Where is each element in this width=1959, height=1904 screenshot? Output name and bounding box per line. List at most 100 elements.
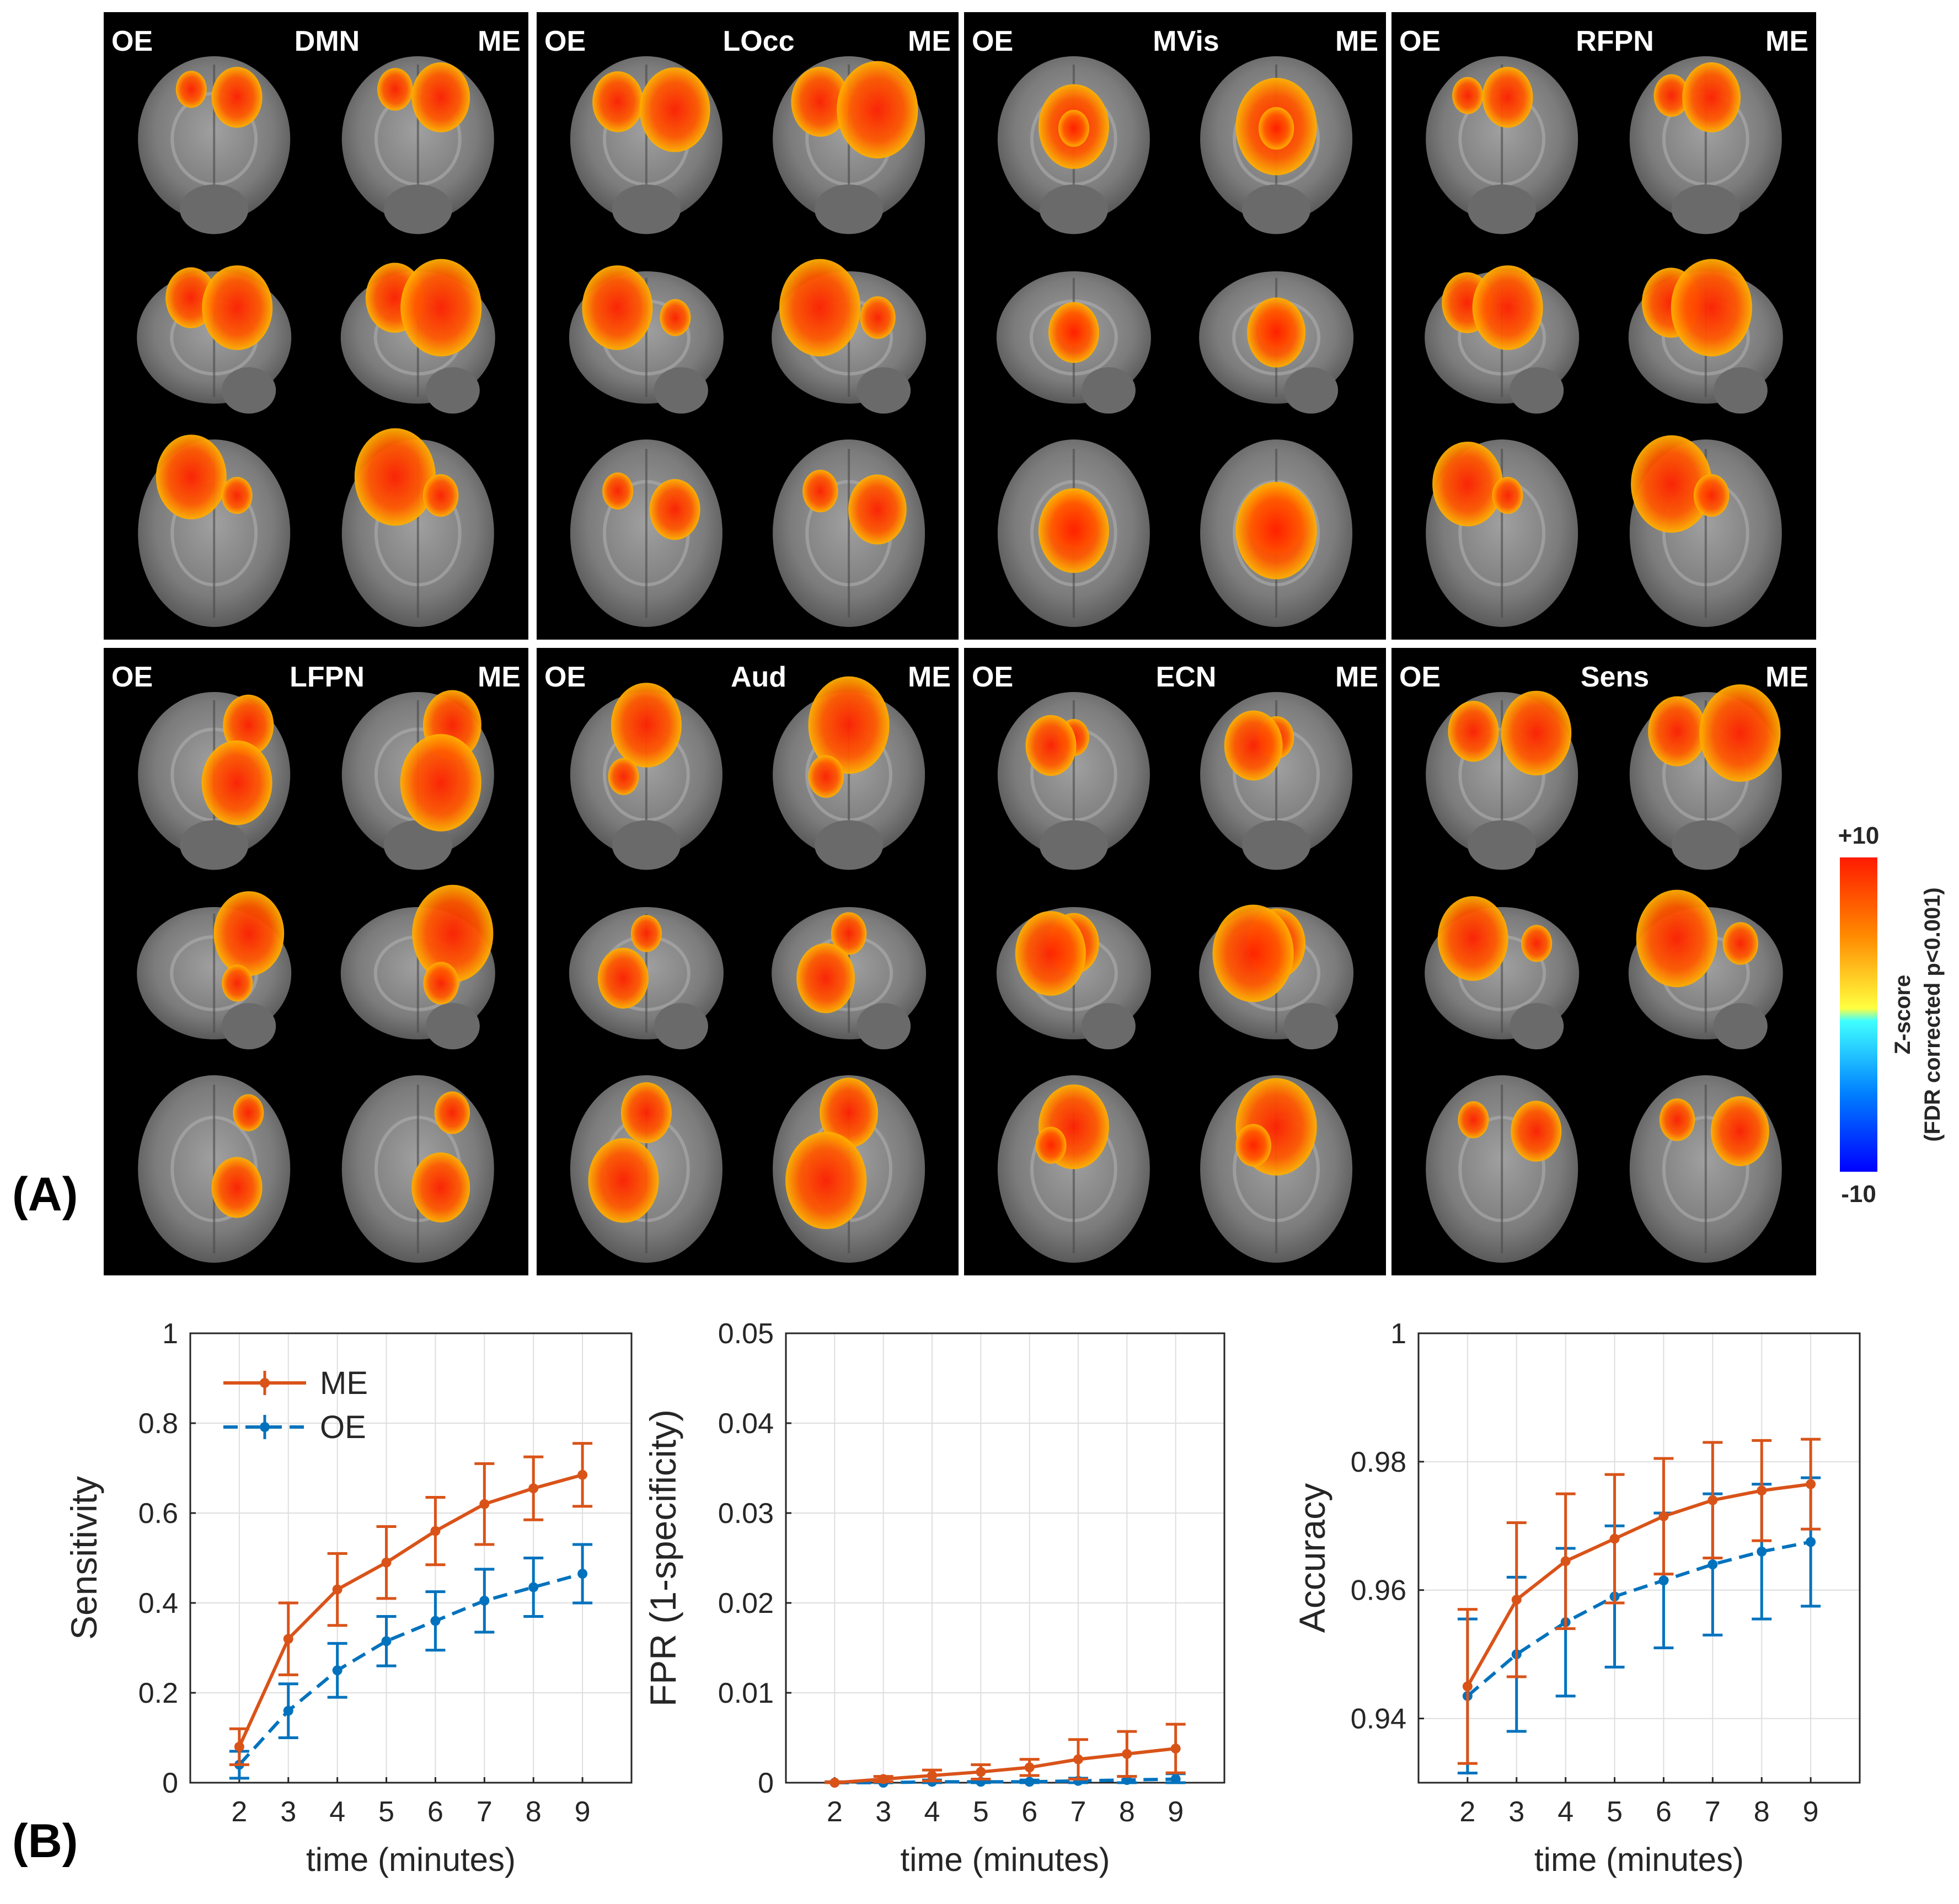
- y-tick-label: 0.94: [1351, 1703, 1406, 1735]
- data-point: [479, 1499, 490, 1509]
- activation-cluster: [1015, 911, 1086, 996]
- axes-box: [189, 1332, 633, 1784]
- oe-tag: OE: [1399, 25, 1441, 57]
- x-tick-label: 8: [526, 1796, 542, 1828]
- activation-cluster: [221, 476, 253, 514]
- x-tick-label: 9: [1803, 1796, 1819, 1828]
- brain-slice-axial: [341, 428, 494, 627]
- data-point: [1462, 1681, 1473, 1692]
- brain-slice-axial: [1426, 1075, 1578, 1263]
- activation-cluster: [1247, 297, 1306, 368]
- network-title: LFPN: [290, 661, 365, 693]
- data-point: [1658, 1511, 1669, 1521]
- colorbar: +10 -10 Z-score (FDR corrected p<0.001): [1838, 822, 1945, 1208]
- activation-cluster: [211, 1157, 263, 1218]
- activation-cluster: [1521, 925, 1553, 962]
- activation-cluster: [820, 1077, 878, 1148]
- y-tick-label: 0.2: [138, 1677, 178, 1709]
- data-point: [976, 1767, 986, 1777]
- data-point: [381, 1557, 392, 1568]
- activation-cluster: [597, 947, 649, 1009]
- data-point: [528, 1582, 539, 1592]
- activation-cluster: [1035, 1127, 1067, 1164]
- x-tick-label: 7: [477, 1796, 493, 1828]
- activation-cluster: [1653, 74, 1689, 117]
- data-point: [1122, 1749, 1132, 1759]
- brain-slice-sagittal: [772, 907, 927, 1049]
- activation-cluster: [1212, 904, 1294, 1002]
- activation-cluster: [423, 474, 459, 517]
- x-tick-label: 9: [575, 1796, 591, 1828]
- panel-label-b: (B): [12, 1815, 78, 1868]
- network-title: RFPN: [1576, 25, 1654, 57]
- activation-cluster: [1458, 1101, 1489, 1139]
- x-tick-label: 3: [875, 1796, 891, 1828]
- y-tick-label: 0.03: [718, 1498, 774, 1530]
- activation-cluster: [639, 67, 710, 152]
- data-point: [1170, 1774, 1181, 1784]
- y-tick-label: 0: [758, 1767, 774, 1799]
- x-tick-label: 4: [1557, 1796, 1573, 1828]
- activation-cluster: [831, 912, 867, 955]
- data-point: [577, 1569, 588, 1579]
- brain-slice-sagittal: [1425, 896, 1580, 1049]
- y-tick-label: 0.96: [1351, 1575, 1406, 1607]
- brain-slice-coronal: [773, 676, 925, 870]
- activation-cluster: [649, 479, 700, 540]
- activation-cluster: [808, 676, 890, 774]
- brain-slice-axial: [1200, 1075, 1353, 1263]
- activation-cluster: [202, 265, 273, 350]
- legend: ME OE: [223, 1365, 368, 1445]
- activation-cluster: [400, 734, 481, 832]
- brain-slice-sagittal: [1628, 889, 1783, 1049]
- activation-cluster: [791, 67, 850, 137]
- colorbar-title: Z-score: [1891, 975, 1915, 1055]
- data-point: [479, 1595, 490, 1606]
- y-tick-label: 0: [162, 1767, 178, 1799]
- x-tick-label: 7: [1705, 1796, 1721, 1828]
- activation-cluster: [1699, 684, 1781, 782]
- activation-cluster: [1659, 1098, 1695, 1141]
- data-point: [283, 1705, 293, 1716]
- brain-slice-sagittal: [1628, 259, 1783, 414]
- plot-area: [1419, 1333, 1860, 1783]
- data-point: [1658, 1575, 1669, 1586]
- me-tag: ME: [1765, 661, 1808, 693]
- brain-slice-sagittal: [996, 271, 1151, 414]
- activation-cluster: [1452, 77, 1484, 114]
- data-point: [1024, 1762, 1035, 1773]
- plot-area: [190, 1333, 631, 1783]
- y-tick-label: 0.04: [718, 1408, 774, 1440]
- y-tick-label: 0.4: [138, 1587, 178, 1619]
- activation-cluster: [1224, 710, 1283, 781]
- brain-slice-coronal: [570, 56, 722, 234]
- x-tick-label: 8: [1754, 1796, 1770, 1828]
- network-title: MVis: [1153, 25, 1219, 57]
- brain-slice-coronal: [341, 690, 494, 870]
- me-tag: ME: [1335, 661, 1378, 693]
- brain-slice-axial: [341, 1075, 494, 1263]
- x-tick-label: 6: [427, 1796, 443, 1828]
- data-point: [1806, 1479, 1816, 1489]
- chart-2: 2 3 4 5 6 7 8 9 0 0.01 0.02 0.03 0.04 0.05 time (minut…: [643, 1318, 1225, 1878]
- activation-cluster: [1492, 476, 1523, 514]
- data-point: [1511, 1595, 1522, 1605]
- network-panel-rfpn: OE RFPN ME: [1391, 12, 1816, 640]
- activation-cluster: [400, 259, 482, 357]
- brain-slice-axial: [138, 1075, 291, 1263]
- activation-cluster: [630, 915, 662, 952]
- network-title: Aud: [731, 661, 786, 693]
- data-point: [430, 1616, 441, 1626]
- data-point: [332, 1584, 342, 1595]
- activation-cluster: [1472, 265, 1543, 350]
- data-point: [1757, 1485, 1767, 1496]
- activation-cluster: [588, 1138, 659, 1223]
- network-title: LOcc: [722, 25, 794, 57]
- brain-slice-sagittal: [340, 259, 495, 414]
- series-line: [1466, 1482, 1811, 1687]
- axes-box: [1417, 1332, 1861, 1784]
- me-tag: ME: [1765, 25, 1808, 57]
- network-title: DMN: [295, 25, 360, 57]
- x-tick-label: 8: [1119, 1796, 1135, 1828]
